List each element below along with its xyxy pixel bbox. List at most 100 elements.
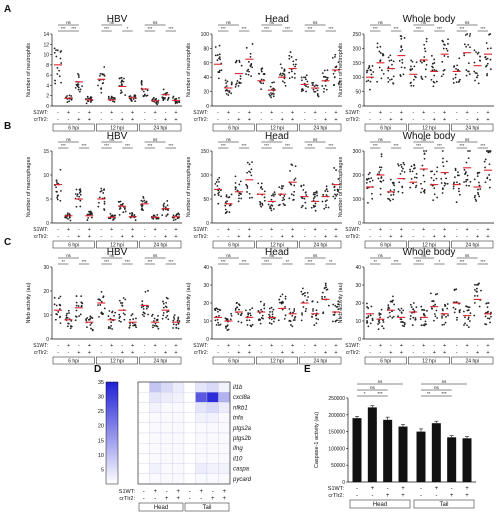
bar — [462, 438, 472, 482]
data-point — [410, 306, 413, 308]
data-point — [463, 181, 465, 183]
s1wt-sign: - — [325, 343, 327, 349]
data-point — [165, 301, 168, 304]
data-point — [415, 76, 417, 79]
y-tick-label: 10 — [355, 319, 361, 325]
crtlr2-sign: - — [68, 117, 70, 123]
s1wt-sign: + — [131, 110, 134, 116]
crtlr2-sign: - — [68, 350, 70, 356]
data-point — [161, 317, 164, 320]
data-point — [119, 200, 122, 203]
data-point — [464, 172, 467, 175]
data-point — [249, 171, 252, 174]
data-point — [443, 184, 446, 187]
crtlr2-sign: - — [217, 234, 219, 240]
gene-label: il10 — [233, 456, 243, 462]
crtlr2-sign: - — [111, 117, 113, 123]
s1wt-sign: - — [325, 227, 327, 233]
sig-label: ** — [329, 259, 333, 264]
heat-cell — [218, 443, 231, 454]
data-point — [397, 308, 400, 310]
data-point — [323, 296, 326, 298]
data-point — [57, 194, 60, 197]
data-point — [260, 82, 263, 85]
data-point — [177, 316, 180, 319]
data-point — [479, 59, 482, 62]
data-point — [81, 302, 84, 305]
data-point — [97, 304, 99, 307]
sig-label: *** — [71, 26, 76, 31]
data-point — [305, 307, 307, 310]
data-point — [393, 184, 396, 187]
s1wt-sign: + — [67, 343, 70, 349]
data-point — [146, 89, 149, 92]
s1wt-sign: + — [486, 343, 489, 349]
chart-E: 050000100000150000200000250000Caspase-1 … — [314, 379, 476, 509]
heat-cell — [172, 412, 185, 423]
data-point — [235, 83, 237, 86]
data-point — [261, 314, 264, 317]
data-point — [134, 324, 137, 327]
crtlr2-sign: - — [111, 234, 113, 240]
heat-cell — [195, 402, 208, 413]
data-point — [368, 64, 371, 67]
heat-cell — [137, 381, 150, 393]
crtlr2-sign: + — [400, 117, 403, 123]
s1wt-sign: + — [466, 110, 469, 116]
data-point — [388, 311, 391, 314]
data-point — [412, 182, 414, 185]
data-point — [78, 90, 81, 93]
data-point — [367, 315, 370, 317]
y-tick-label: 50000 — [331, 463, 345, 469]
crtlr2-sign: + — [476, 350, 479, 356]
sig-label: *** — [61, 26, 66, 31]
data-point — [98, 201, 100, 204]
data-point — [270, 96, 273, 99]
data-point — [166, 99, 169, 101]
data-point — [423, 150, 425, 152]
crtlr2-sign: + — [281, 117, 284, 123]
heat-cell — [137, 473, 150, 485]
heat-cell — [137, 422, 150, 434]
data-point — [55, 186, 58, 189]
data-point — [387, 81, 390, 83]
data-point — [162, 98, 165, 101]
data-point — [283, 204, 286, 206]
data-point — [79, 189, 82, 192]
data-point — [234, 182, 237, 184]
heat-cell — [149, 381, 162, 393]
data-point — [172, 323, 175, 326]
s1wt-sign: + — [131, 227, 134, 233]
data-point — [476, 172, 479, 175]
factor-label-s1wt: S1WT: — [345, 110, 360, 116]
data-point — [284, 306, 286, 308]
crtlr2-sign: + — [77, 117, 80, 123]
scale-tick-label: 30 — [98, 395, 104, 401]
data-point — [270, 198, 273, 201]
y-tick-label: 30 — [355, 283, 361, 289]
data-point — [237, 85, 240, 87]
data-point — [475, 51, 477, 53]
data-point — [366, 187, 369, 190]
data-point — [436, 196, 439, 199]
sig-label: *** — [168, 26, 173, 31]
crtlr2-sign: + — [465, 493, 469, 499]
data-point — [312, 81, 315, 84]
timepoint-label: 24 hpi — [154, 243, 168, 249]
data-point — [147, 313, 149, 316]
data-point — [59, 57, 62, 60]
data-point — [226, 324, 229, 326]
crtlr2-sign: - — [57, 117, 59, 123]
data-point — [81, 85, 84, 88]
data-point — [107, 327, 110, 330]
data-point — [248, 192, 251, 195]
crtlr2-sign: - — [466, 117, 468, 123]
data-point — [230, 83, 233, 86]
data-point — [58, 69, 60, 72]
data-point — [478, 181, 480, 184]
data-point — [334, 197, 337, 200]
data-point — [260, 205, 263, 208]
data-point — [289, 51, 292, 53]
data-point — [171, 97, 174, 99]
